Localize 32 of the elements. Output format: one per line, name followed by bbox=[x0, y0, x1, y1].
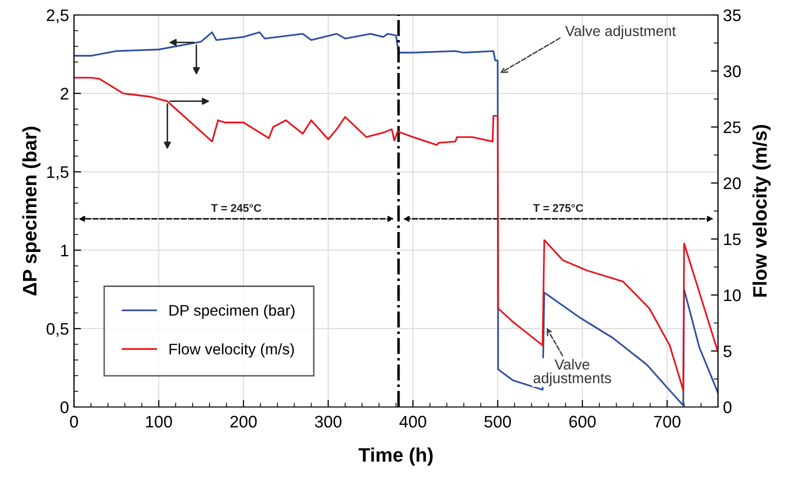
annotation: Valve adjustment bbox=[565, 25, 676, 40]
y-tick-label: 1 bbox=[61, 244, 68, 256]
legend-label: DP specimen (bar) bbox=[170, 304, 294, 319]
line-series bbox=[74, 76, 718, 392]
y2-tick-label: 5 bbox=[724, 346, 732, 358]
x-axis-title: Time (h) bbox=[358, 448, 433, 466]
x-tick-label: 600 bbox=[569, 416, 596, 428]
y2-tick-label: 30 bbox=[723, 65, 741, 78]
x-tick-label: 400 bbox=[399, 416, 426, 428]
y-tick-label: 0 bbox=[60, 401, 68, 414]
x-tick-label: 100 bbox=[146, 416, 172, 428]
x-tick-label: 200 bbox=[230, 416, 257, 428]
annotation: T = 245°C bbox=[211, 204, 262, 212]
y2-tick-label: 0 bbox=[724, 401, 732, 414]
legend-label: Flow velocity (m/s) bbox=[170, 343, 294, 358]
y2-tick-label: 10 bbox=[724, 289, 741, 302]
y-tick-label: 1,5 bbox=[47, 166, 68, 180]
y-tick-label: 0,5 bbox=[46, 323, 68, 337]
y-tick-label: 2,5 bbox=[46, 9, 68, 24]
y2-axis-title: Flow velocity (m/s) bbox=[752, 124, 771, 297]
annotation: Valve adjustments bbox=[534, 358, 612, 386]
y-axis-title: ΔP specimen (bar) bbox=[22, 126, 40, 296]
y-tick-label: 2 bbox=[60, 88, 68, 100]
x-tick-label: 700 bbox=[654, 416, 680, 428]
y2-tick-label: 15 bbox=[724, 234, 741, 246]
annotation: T = 275°C bbox=[533, 204, 584, 212]
y2-tick-label: 20 bbox=[724, 177, 741, 190]
x-tick-label: 500 bbox=[484, 416, 511, 428]
y2-tick-label: 35 bbox=[723, 9, 741, 22]
x-tick-label: 0 bbox=[70, 416, 78, 428]
x-tick-label: 300 bbox=[314, 416, 342, 428]
y2-tick-label: 25 bbox=[724, 121, 741, 134]
